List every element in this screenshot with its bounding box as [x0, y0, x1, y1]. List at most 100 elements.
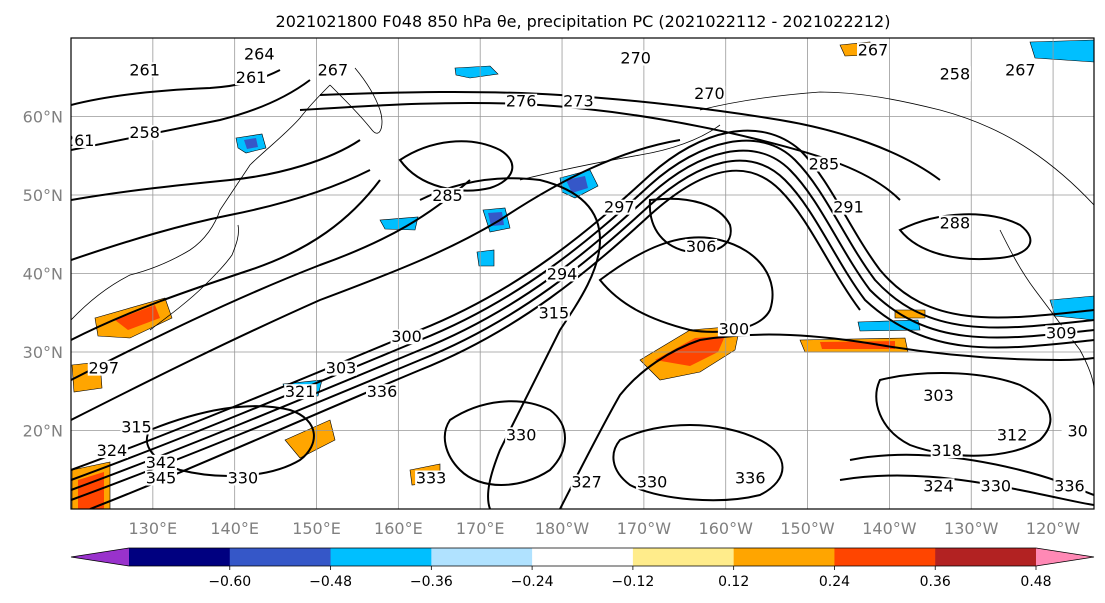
lon-tick-label: 160°E — [374, 519, 423, 538]
contour-label: 321 — [285, 382, 316, 401]
colorbar-swatch — [935, 548, 1037, 566]
contour-label: 258 — [940, 64, 971, 83]
longitude-tick-labels: 130°E 140°E 150°E 160°E 170°E 180°W 170°W 160°W… — [129, 519, 1081, 538]
contour-label: 330 — [506, 425, 537, 444]
contour-label-bg — [1045, 325, 1078, 341]
contour-label-bg — [431, 187, 464, 203]
contour-label: 285 — [432, 186, 463, 205]
lon-tick-label: 150°W — [780, 519, 835, 538]
colorbar-tick-label: −0.12 — [611, 574, 654, 590]
lat-tick-label: 50°N — [23, 186, 63, 205]
lon-tick-label: 170°W — [617, 519, 672, 538]
contour-label-bg — [284, 384, 317, 400]
contour-label-bg — [1061, 423, 1094, 439]
contour-line — [71, 179, 471, 381]
contour-line — [612, 424, 784, 502]
colorbar-outline — [70, 547, 1095, 567]
contour-label: 261 — [236, 68, 267, 87]
contour-label: 288 — [940, 213, 971, 232]
chart-title: 2021021800 F048 850 hPa θe, precipitatio… — [276, 12, 891, 31]
lat-tick-label: 20°N — [23, 422, 63, 441]
contour-label: 291 — [833, 198, 864, 217]
contour-label: 330 — [637, 472, 668, 491]
contour-label-bg — [1004, 62, 1037, 78]
precip-negative-patch — [454, 65, 499, 79]
precip-positive-patch — [115, 305, 160, 330]
contour-label: 273 — [563, 92, 594, 111]
coastline-aleutians — [519, 124, 721, 181]
contour-label: 330 — [228, 469, 259, 488]
lon-tick-label: 140°E — [210, 519, 259, 538]
contour-line — [71, 129, 1094, 471]
contour-label: 336 — [735, 469, 766, 488]
contour-label-bg — [390, 329, 423, 345]
precip-positive-patch — [78, 472, 104, 509]
contour-label-bg — [226, 470, 259, 486]
colorbar-extend-high — [1036, 548, 1094, 566]
contour-label-bg — [562, 93, 595, 109]
contour-label: 303 — [923, 386, 954, 405]
contour-label-bg — [979, 478, 1012, 494]
contour-label-bg — [537, 305, 570, 321]
contour-label-bg — [938, 215, 971, 231]
contour-label-bg — [857, 42, 890, 58]
map-frame — [70, 37, 1095, 510]
contour-label-bg — [120, 419, 153, 435]
contour-label: 336 — [367, 382, 398, 401]
contour-label-bg — [505, 93, 538, 109]
contour-label-bg — [365, 384, 398, 400]
contour-line — [559, 333, 1094, 509]
contour-label: 312 — [997, 425, 1028, 444]
contour-label: 267 — [858, 41, 889, 60]
lon-tick-label: 160°W — [699, 519, 754, 538]
contour-line — [71, 79, 311, 151]
contour-line — [443, 400, 566, 486]
contour-label-bg — [996, 427, 1029, 443]
lon-tick-label: 140°W — [862, 519, 917, 538]
lon-tick-label: 130°E — [129, 519, 178, 538]
contour-label-bg — [693, 85, 726, 101]
contour-label-bg — [685, 238, 718, 254]
contour-line — [648, 197, 732, 254]
contour-line — [71, 179, 381, 341]
coastline-na-west — [999, 229, 1094, 391]
contour-label-bg — [546, 266, 579, 282]
colorbar-tick-label: −0.60 — [208, 574, 251, 590]
latitude-tick-labels: 20°N 30°N 40°N 50°N 60°N — [23, 108, 63, 441]
contour-label: 261 — [129, 60, 160, 79]
contour-line — [398, 140, 514, 192]
contour-label-bg — [734, 470, 767, 486]
contour-label: 345 — [146, 469, 177, 488]
contour-labels: 261 264 261 267 261 258 276 273 270 270 267 258 267 2… — [64, 41, 1094, 495]
contour-line — [319, 90, 941, 181]
contour-label-bg — [636, 474, 669, 490]
contour-label: 333 — [416, 469, 447, 488]
contour-label: 264 — [244, 45, 275, 64]
contour-label-bg — [505, 427, 538, 443]
contour-label-bg — [570, 474, 603, 490]
contour-label-bg — [1053, 478, 1086, 494]
colorbar-tick-labels: −0.60 −0.48 −0.36 −0.24 −0.12 0.12 0.24 0.36 0.4… — [208, 566, 1052, 590]
contour-label-bg — [316, 62, 349, 78]
contour-label: 267 — [318, 60, 349, 79]
contour-line — [419, 177, 602, 509]
contour-label: 327 — [571, 472, 602, 491]
contour-label: 300 — [719, 319, 750, 338]
precip-positive-patch — [655, 336, 725, 366]
contour-label: 267 — [1005, 60, 1036, 79]
lat-tick-label: 30°N — [23, 343, 63, 362]
precip-negative-patch — [244, 138, 258, 149]
contour-line — [71, 169, 371, 261]
colorbar: −0.60 −0.48 −0.36 −0.24 −0.12 0.12 0.24 0.36 0.4… — [70, 547, 1095, 590]
coastline-asia — [71, 84, 331, 321]
contour-label-bg — [128, 125, 161, 141]
colorbar-swatch — [632, 548, 735, 566]
contour-label: 309 — [1046, 323, 1077, 342]
colorbar-swatch — [129, 548, 231, 566]
colorbar-tick-label: −0.48 — [309, 574, 352, 590]
contour-label: 261 — [64, 131, 95, 150]
contour-label: 270 — [694, 84, 725, 103]
coastlines — [71, 67, 1094, 391]
contour-label: 285 — [809, 155, 840, 174]
